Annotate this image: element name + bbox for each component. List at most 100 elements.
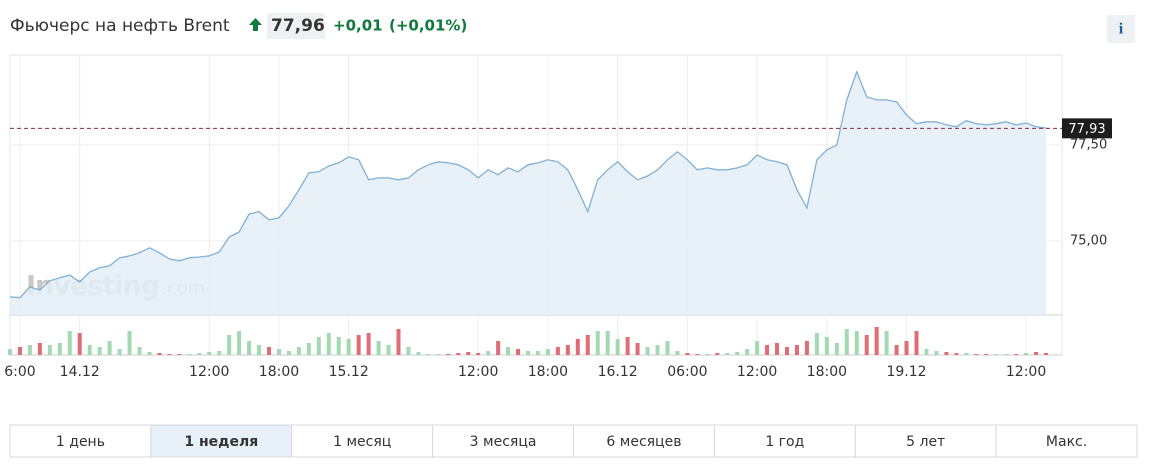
volume-bar — [914, 331, 919, 355]
volume-bar — [396, 329, 401, 355]
range-button[interactable] — [713, 424, 856, 458]
x-tick-label: 12:00 — [1006, 364, 1046, 380]
y-tick-label: 75,00 — [1070, 233, 1107, 248]
x-tick-label: 16.12 — [598, 364, 638, 380]
volume-bar — [535, 351, 540, 355]
volume-bar — [755, 341, 760, 355]
volume-bar — [87, 345, 92, 355]
range-button[interactable] — [150, 424, 293, 458]
volume-bar — [685, 353, 690, 355]
x-tick-label: 15.12 — [329, 364, 369, 380]
volume-bar — [565, 345, 570, 355]
range-button-label[interactable]: 3 месяца — [470, 434, 537, 450]
price: 77,96 — [271, 16, 325, 36]
volume-bar — [545, 349, 550, 355]
volume-bar — [426, 354, 431, 355]
volume-bar — [366, 333, 371, 355]
volume-bar — [376, 341, 381, 355]
range-button[interactable] — [995, 424, 1138, 458]
volume-bar — [157, 353, 162, 355]
volume-bar — [974, 354, 979, 355]
volume-bar — [8, 349, 12, 355]
volume-bar — [994, 354, 999, 355]
volume-bar — [635, 343, 640, 355]
x-tick-label: 12:00 — [189, 364, 229, 380]
volume-bar — [745, 349, 750, 355]
x-tick-label: 19.12 — [886, 364, 926, 380]
range-button-label[interactable]: Макс. — [1046, 434, 1087, 450]
volume-bar — [356, 335, 361, 355]
volume-bar — [286, 351, 291, 355]
x-tick-label: 18:00 — [807, 364, 847, 380]
price-box — [267, 13, 325, 39]
volume-bar — [555, 347, 560, 355]
volume-bar — [77, 333, 82, 355]
info-button[interactable] — [1107, 15, 1135, 43]
range-button-label[interactable]: 5 лет — [906, 434, 945, 450]
volume-bar — [735, 352, 740, 355]
volume-bar — [785, 347, 789, 355]
volume-bar — [516, 349, 521, 355]
range-button-label[interactable]: 1 месяц — [333, 434, 391, 450]
volume-bar — [486, 351, 491, 355]
last-price-tag — [1062, 118, 1112, 139]
volume-bar — [476, 353, 481, 355]
volume-bar — [794, 345, 799, 355]
up-arrow — [249, 18, 262, 31]
volume-bar — [167, 354, 172, 355]
volume-bar — [984, 354, 989, 355]
volume-bar — [107, 341, 112, 355]
volume-bar — [804, 341, 809, 355]
volume-bar — [137, 347, 142, 355]
y-tick-label: 77,50 — [1070, 137, 1107, 152]
volume-bar — [944, 352, 949, 355]
volume-bar — [575, 339, 580, 355]
x-tick-label: 12:00 — [737, 364, 777, 380]
volume-bar — [177, 354, 182, 355]
x-tick-label: 6:00 — [4, 364, 35, 380]
volume-bar — [227, 335, 232, 355]
volume-bar — [217, 351, 222, 355]
volume-bar — [725, 353, 730, 355]
volume-bar — [416, 352, 421, 355]
range-button-label[interactable]: 1 неделя — [184, 434, 258, 450]
range-button-label[interactable]: 6 месяцев — [606, 434, 681, 450]
range-button-label[interactable]: 1 год — [765, 434, 804, 450]
range-button[interactable] — [854, 424, 997, 458]
volume-bar — [446, 354, 451, 355]
volume-bar — [864, 335, 869, 355]
volume-bar — [615, 339, 620, 355]
chart: 75,00 77,50 6:00 14.12 12:00 18:00 15.12 12:00 1… — [4, 54, 1112, 380]
volume-bar — [466, 352, 471, 355]
volume-bar — [1034, 352, 1039, 355]
volume-bar — [316, 337, 321, 355]
volume-bar — [1014, 354, 1019, 355]
volume-bar — [894, 345, 899, 355]
volume-bar — [117, 349, 122, 355]
volume-bar — [595, 331, 600, 355]
volume-bar — [37, 343, 42, 355]
x-tick-label: 18:00 — [259, 364, 299, 380]
volume-bar — [17, 347, 22, 355]
volume-bar — [705, 354, 710, 355]
info-icon[interactable]: i — [1119, 21, 1124, 38]
volume-bar — [506, 347, 511, 355]
range-button[interactable] — [9, 424, 152, 458]
volume-bar — [346, 339, 351, 355]
volume-bar — [57, 343, 62, 355]
x-tick-label: 18:00 — [528, 364, 568, 380]
volume-bar — [834, 343, 839, 355]
range-button-label[interactable]: 1 день — [56, 434, 105, 450]
volume-bar — [276, 349, 281, 355]
volume-bar — [655, 345, 660, 355]
volume-bar — [874, 327, 879, 355]
volume-bar — [386, 345, 391, 355]
volume-bar — [934, 351, 939, 355]
volume-bar — [665, 341, 670, 355]
range-button[interactable] — [573, 424, 715, 458]
last-price-label: 77,93 — [1068, 122, 1105, 137]
volume-bar — [27, 345, 32, 355]
range-button[interactable] — [432, 424, 574, 458]
volume-bar — [187, 354, 192, 355]
